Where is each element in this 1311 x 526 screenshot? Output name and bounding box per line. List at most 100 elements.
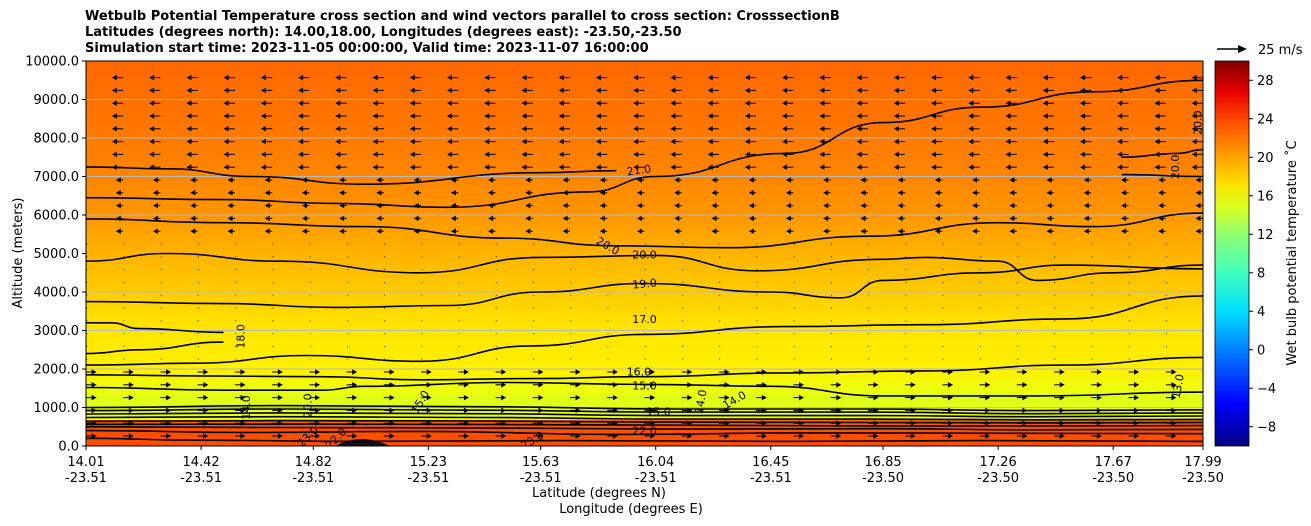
wind-vector-head [1121,190,1127,196]
wind-vector-head [980,345,982,348]
x-tick-label-lon: -23.50 [1182,471,1224,486]
wind-vector-head [495,307,498,309]
wind-vector-head [227,202,233,209]
wind-vector-head [1166,320,1168,322]
wind-vector-head [596,151,601,158]
wind-vector-head [1005,164,1011,170]
wind-vector-head [1054,281,1056,284]
contour-line [86,166,617,186]
wind-vector-head [905,243,907,245]
wind-vector-head [856,151,862,158]
wind-vector-head [533,268,535,271]
wind-vector-head [426,433,432,439]
wind-vector-head [868,281,870,284]
wind-vector-head [1128,294,1131,296]
x-tick-label-lat: 15.63 [522,455,559,470]
wind-vector-head [272,307,274,309]
wind-vector-head [934,215,940,222]
wind-vector-head [160,281,162,284]
wind-vector-head [942,307,944,309]
wind-vector-head [301,228,307,234]
wind-vector-head [384,307,386,309]
wind-vector-head [596,100,601,106]
wind-vector-head [823,215,829,222]
wind-vector-head [968,164,974,170]
wind-vector-head [203,369,209,375]
wind-vector-head [1091,332,1093,335]
wind-vector-head [831,332,833,335]
wind-vector-head [1046,202,1052,209]
wind-vector-head [893,113,899,119]
wind-vector-head [260,74,266,81]
x-tick-label-lat: 17.67 [1095,455,1132,470]
wind-vector-head [860,215,866,222]
contour-label: 16.0 [627,366,652,379]
wind-vector-head [447,138,452,145]
wind-vector-head [972,215,978,222]
wind-vector-head [968,151,974,158]
wind-vector-head [644,358,647,360]
wind-vector-head [868,345,870,348]
wind-vector-head [160,307,162,309]
wind-vector-head [264,190,270,196]
x-axis-label-latitude: Latitude (degrees N) [532,486,666,501]
x-tick-label-lon: -23.50 [977,471,1019,486]
wind-vector-head [235,281,237,284]
y-tick-label: 6000.0 [34,209,80,224]
wind-vector-head [682,281,684,284]
contour-line [86,212,1203,249]
wind-vector-head [525,177,531,183]
wind-vector-head [1083,215,1089,222]
title-line-2: Latitudes (degrees north): 14.00,18.00, … [85,25,682,40]
wind-vector-head [198,307,200,309]
wind-vector-head [836,382,842,388]
wind-vector-head [123,345,125,348]
wind-vector-head [186,151,192,158]
wind-vector-head [409,126,415,132]
wind-vector-head [558,100,564,106]
wind-vector-head [260,164,266,170]
wind-vector-head [521,87,527,94]
wind-vector-head [227,215,233,222]
x-tick-label-lon: -23.51 [520,471,562,486]
wind-vector-head [1017,345,1019,348]
wind-vector-head [421,294,423,296]
wind-vector-head [421,307,423,309]
wind-vector-head [1128,256,1131,258]
wind-vector-head [264,177,270,183]
wind-vector-head [1117,113,1123,119]
wind-vector-head [856,87,862,94]
wind-vector-head [521,100,527,106]
wind-vector-head [905,358,907,360]
contour-label: 13.0 [1170,373,1187,399]
wind-vector-head [905,332,907,335]
y-axis-label: Altitude (meters) [11,198,26,309]
wind-vector-head [670,74,676,81]
wind-vector-head [384,345,386,348]
wind-vector-head [558,151,564,158]
wind-vector-head [272,281,274,284]
colorbar-tick-label: 24 [1257,112,1274,127]
wind-vector-head [1009,228,1015,234]
wind-vector-head [607,281,609,284]
wind-vector-head [347,256,349,258]
wind-vector-head [972,202,978,209]
wind-vector-head [1059,433,1065,439]
wind-vector-head [277,369,283,375]
wind-vector-head [160,268,162,271]
wind-vector-head [1171,433,1177,439]
wind-vector-head [633,164,639,170]
wind-vector-head [650,394,656,401]
wind-vector-head [682,294,684,296]
contour-label: 17.0 [632,313,657,326]
wind-vector-head [488,177,494,183]
wind-vector-head [761,433,767,439]
wind-vector-head [707,126,713,132]
wind-vector-head [447,87,452,94]
contour-line [86,252,1203,282]
wind-vector-head [893,87,899,94]
wind-vector-head [1046,215,1052,222]
wind-vector-head [1017,281,1019,284]
wind-vector-head [1191,74,1197,81]
